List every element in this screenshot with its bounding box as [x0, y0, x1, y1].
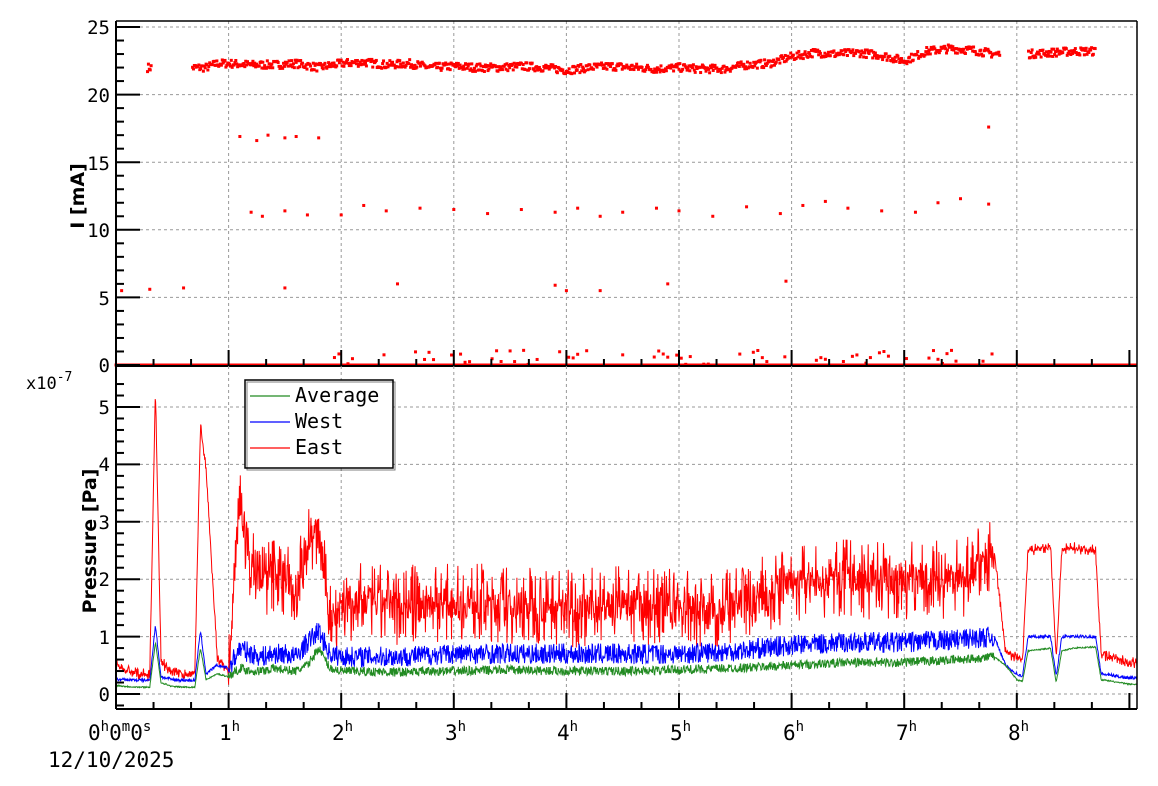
legend-east-label: East — [295, 435, 343, 459]
bottom-ytick-5: 5 — [99, 397, 110, 419]
legend-west-label: West — [295, 409, 343, 433]
legend-shadow — [246, 381, 396, 471]
legend: Average West East — [244, 379, 396, 471]
top-y-ticks — [116, 26, 140, 366]
legend-box — [244, 379, 394, 469]
top-y-axis-label: I [mA] — [67, 163, 89, 229]
top-ytick-0: 0 — [99, 355, 110, 377]
xtick-2h: 2h — [332, 719, 353, 745]
bottom-ytick-4: 4 — [99, 454, 110, 476]
xtick-0: 0h0m0s — [88, 719, 151, 745]
xtick-5h: 5h — [670, 719, 691, 745]
pressure-lines — [115, 399, 1138, 689]
xtick-3h: 3h — [445, 719, 466, 745]
top-panel: 25 20 15 10 5 0 I [mA] — [67, 17, 1138, 377]
bottom-ytick-3: 3 — [99, 512, 110, 534]
y-multiplier-label: x10-7 — [26, 370, 72, 394]
bottom-ytick-0: 0 — [99, 684, 110, 706]
top-ytick-10: 10 — [87, 220, 110, 242]
bottom-x-ticks — [152, 693, 1131, 709]
top-ytick-25: 25 — [87, 17, 110, 39]
bottom-y-ticks — [116, 383, 140, 707]
top-ytick-5: 5 — [99, 288, 110, 310]
top-grid — [116, 21, 1137, 366]
bottom-ytick-1: 1 — [99, 627, 110, 649]
top-ytick-15: 15 — [87, 153, 110, 175]
xtick-8h: 8h — [1008, 719, 1029, 745]
xtick-6h: 6h — [783, 719, 804, 745]
xtick-1h: 1h — [219, 719, 240, 745]
bottom-ytick-2: 2 — [99, 569, 110, 591]
legend-average-label: Average — [295, 383, 379, 407]
xtick-4h: 4h — [557, 719, 578, 745]
bottom-panel: x10-7 5 4 3 2 1 0 Pressure [Pa] Average … — [26, 366, 1138, 772]
bottom-y-axis-label: Pressure [Pa] — [79, 469, 101, 614]
current-scatter-points — [114, 43, 1137, 367]
top-x-ticks — [152, 350, 1131, 366]
xtick-7h: 7h — [896, 719, 917, 745]
top-ytick-20: 20 — [87, 85, 110, 107]
x-date-label: 12/10/2025 — [48, 748, 174, 772]
